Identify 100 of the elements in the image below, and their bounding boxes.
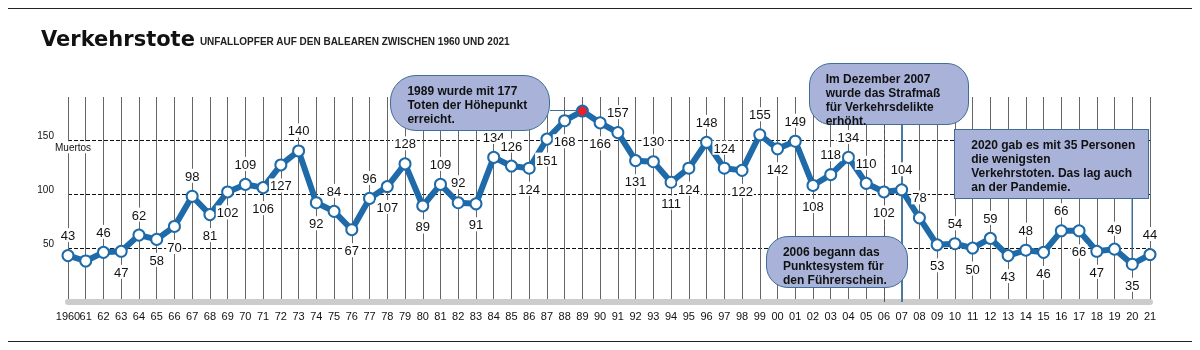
x-tick-label: 72 [274, 309, 287, 322]
x-tick-label: 85 [505, 309, 518, 322]
x-tick-label: 90 [594, 309, 607, 322]
x-tick-label: 83 [469, 309, 483, 322]
data-label: 130 [642, 134, 665, 150]
data-label: 111 [661, 195, 681, 211]
callout-box: 2006 begann das Punktesystem für den Führerschein. [765, 236, 908, 288]
x-tick-label: 82 [452, 309, 465, 322]
data-label: 122 [731, 183, 753, 199]
x-tick-label: 08 [913, 309, 926, 322]
data-label: 124 [677, 181, 700, 197]
data-label: 81 [202, 228, 218, 244]
data-label: 44 [1142, 227, 1158, 243]
x-tick-label: 04 [842, 309, 855, 322]
x-tick-label: 05 [860, 309, 873, 322]
x-tick-label: 84 [487, 309, 500, 322]
x-tick-label: 06 [877, 309, 891, 322]
data-label: 148 [695, 114, 718, 130]
data-label: 128 [394, 136, 416, 152]
x-tick-label: 79 [398, 309, 412, 322]
callout-box: 2020 gab es mit 35 Personen die wenigsten Verkehrstoten. Das lag auch an der Pandemie. [954, 129, 1150, 199]
x-tick-label: 71 [256, 309, 270, 322]
data-label: 54 [947, 216, 963, 232]
data-label: 102 [873, 205, 895, 221]
x-tick-label: 03 [824, 309, 837, 322]
x-tick-label: 96 [700, 309, 713, 322]
x-tick-label: 65 [150, 309, 163, 322]
data-label: 155 [748, 107, 771, 123]
data-label: 102 [216, 205, 239, 221]
x-tick-label: 18 [1090, 309, 1103, 322]
y-axis-title: Muertos [55, 141, 92, 153]
data-label: 142 [766, 162, 789, 178]
data-label: 43 [1000, 269, 1016, 285]
x-tick-label: 01 [789, 309, 802, 322]
x-tick-label: 68 [203, 309, 217, 322]
x-tick-label: 80 [416, 309, 429, 322]
x-tick-label: 75 [327, 309, 341, 322]
data-label: 50 [965, 261, 980, 277]
x-tick-label: 16 [1055, 309, 1068, 322]
data-label: 67 [344, 243, 360, 259]
data-label: 84 [326, 183, 342, 199]
data-label: 48 [1018, 222, 1034, 238]
data-label: 43 [60, 228, 76, 244]
y-tick-label: 150 [37, 129, 55, 141]
data-label: 92 [309, 216, 324, 232]
chart-title: Verkehrstote [41, 26, 195, 51]
data-label: 70 [167, 239, 182, 255]
callout-box: Im Dezember 2007 wurde das Strafmaß für Verkehrsdelikte erhöht. [808, 63, 969, 125]
data-label: 124 [713, 140, 736, 156]
data-label: 66 [1071, 244, 1087, 260]
data-label: 58 [149, 252, 164, 268]
x-tick-label: 91 [611, 309, 624, 322]
chart-subtitle: UNFALLOPFER AUF DEN BALEAREN ZWISCHEN 1960 UND 2021 [199, 36, 511, 47]
x-tick-label: 09 [931, 309, 944, 322]
x-tick-label: 12 [984, 309, 997, 322]
y-tick-label: 50 [42, 237, 55, 249]
x-tick-label: 92 [629, 309, 642, 322]
data-label: 53 [929, 258, 945, 274]
x-tick-label: 87 [540, 309, 554, 322]
data-label: 35 [1125, 277, 1140, 293]
data-label: 66 [1054, 203, 1069, 219]
x-tick-label: 11 [966, 309, 979, 322]
x-tick-label: 19 [1108, 309, 1121, 322]
data-label: 46 [96, 224, 111, 240]
x-tick-label: 20 [1126, 309, 1139, 322]
data-label: 59 [983, 210, 998, 226]
data-label: 104 [890, 162, 913, 178]
x-tick-label: 76 [345, 309, 358, 322]
x-tick-label: 62 [97, 309, 110, 322]
data-label: 118 [820, 147, 842, 163]
data-label: 107 [376, 200, 399, 216]
x-tick-label: 73 [292, 309, 305, 322]
data-label: 109 [429, 156, 452, 172]
x-tick-label: 98 [735, 309, 749, 322]
x-tick-label: 67 [186, 309, 199, 322]
x-tick-label: 1960 [55, 309, 81, 322]
x-tick-label: 00 [771, 309, 784, 322]
data-label: 166 [589, 136, 611, 152]
x-tick-label: 99 [753, 309, 766, 322]
data-label: 109 [234, 156, 257, 172]
data-label: 127 [270, 178, 292, 194]
x-tick-label: 95 [682, 309, 695, 322]
x-tick-label: 21 [1143, 309, 1157, 322]
data-label: 151 [536, 152, 558, 168]
data-label: 89 [415, 219, 430, 235]
data-label: 149 [784, 113, 807, 129]
y-tick-label: 100 [37, 183, 55, 195]
data-label: 47 [1089, 264, 1105, 280]
data-label: 131 [624, 174, 647, 190]
data-label: 126 [500, 138, 523, 154]
data-label: 98 [184, 168, 200, 184]
x-tick-label: 89 [576, 309, 589, 322]
x-tick-label: 66 [168, 309, 181, 322]
data-label: 91 [468, 217, 484, 233]
data-label: 47 [113, 264, 129, 280]
x-tick-label: 70 [239, 309, 252, 322]
x-tick-label: 94 [664, 309, 678, 322]
data-label: 92 [451, 175, 466, 191]
x-tick-label: 13 [1001, 309, 1015, 322]
x-tick-label: 69 [221, 309, 234, 322]
